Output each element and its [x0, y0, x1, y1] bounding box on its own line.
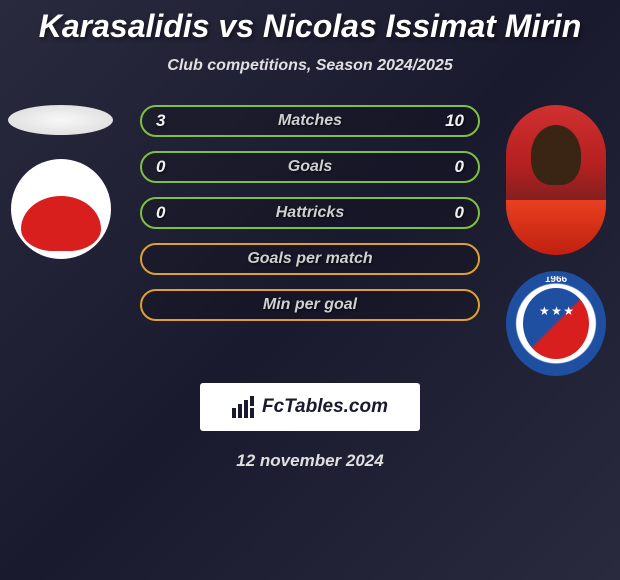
club-badge-left: [11, 159, 111, 259]
date-text: 12 november 2024: [0, 451, 620, 471]
stat-row-goals: 0 Goals 0: [140, 151, 480, 183]
brand-box[interactable]: FcTables.com: [200, 383, 420, 431]
player-photo-left: [8, 105, 113, 135]
stat-right-value: 0: [444, 157, 464, 177]
stat-right-value: 0: [444, 203, 464, 223]
stat-row-min-per-goal: Min per goal: [140, 289, 480, 321]
right-player-column: 1966: [500, 105, 612, 376]
stat-left-value: 3: [156, 111, 176, 131]
stat-right-value: 10: [444, 111, 464, 131]
club-year: 1966: [511, 274, 601, 285]
stat-row-goals-per-match: Goals per match: [140, 243, 480, 275]
page-title: Karasalidis vs Nicolas Issimat Mirin: [0, 0, 620, 45]
stat-label: Matches: [142, 112, 478, 130]
stat-left-value: 0: [156, 157, 176, 177]
left-player-column: [8, 105, 113, 259]
player-photo-right: [506, 105, 606, 255]
stat-row-matches: 3 Matches 10: [140, 105, 480, 137]
stat-label: Min per goal: [142, 296, 478, 314]
club-badge-right: 1966: [506, 271, 606, 376]
stat-row-hattricks: 0 Hattricks 0: [140, 197, 480, 229]
stat-label: Goals per match: [142, 250, 478, 268]
subtitle: Club competitions, Season 2024/2025: [0, 57, 620, 75]
stat-left-value: 0: [156, 203, 176, 223]
comparison-area: 1966 3 Matches 10 0 Goals 0 0 Hattricks …: [0, 105, 620, 321]
stat-label: Goals: [142, 158, 478, 176]
chart-icon: [232, 396, 258, 418]
stat-label: Hattricks: [142, 204, 478, 222]
stats-list: 3 Matches 10 0 Goals 0 0 Hattricks 0 Goa…: [140, 105, 480, 321]
brand-text: FcTables.com: [262, 396, 388, 418]
